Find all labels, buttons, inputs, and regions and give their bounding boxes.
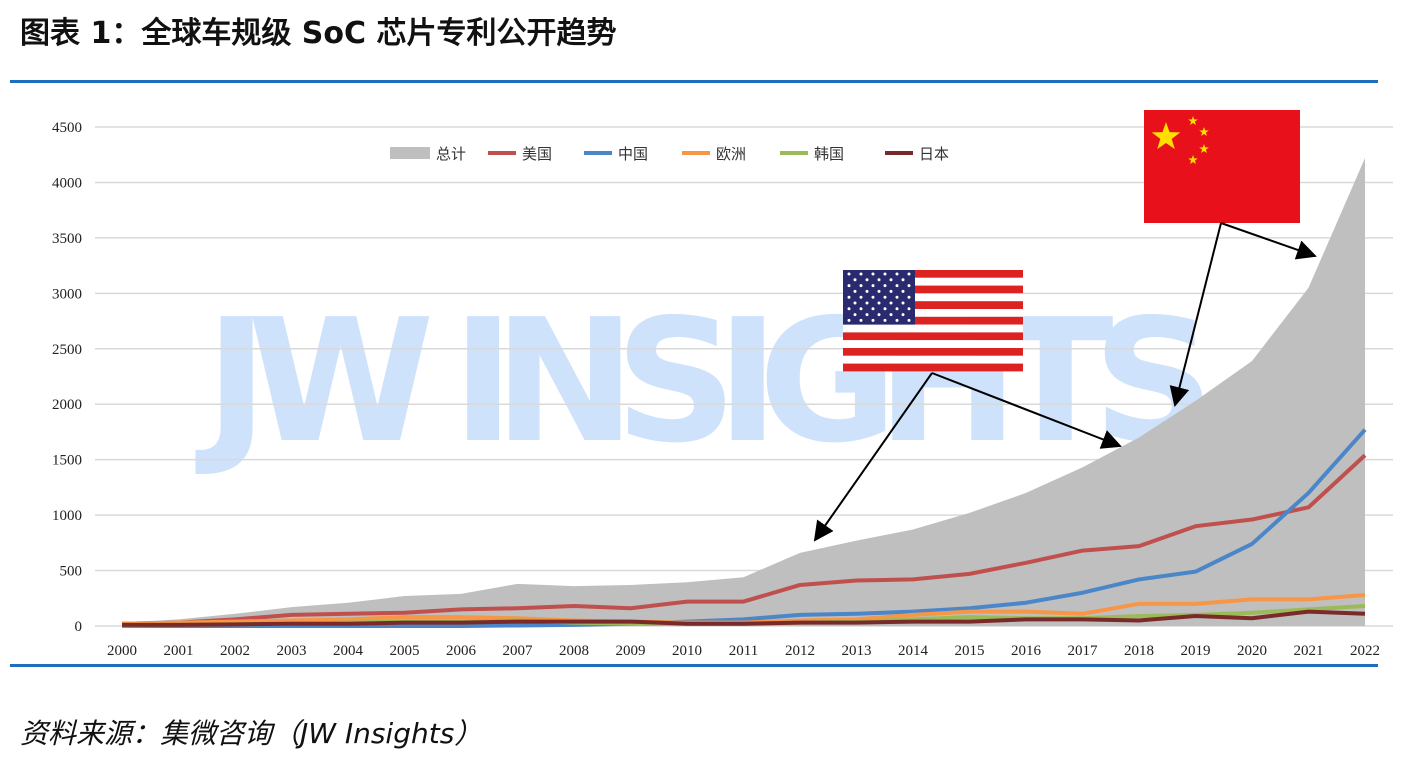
x-tick-label: 2009 [616, 643, 646, 659]
legend-label: 中国 [618, 145, 648, 163]
annotation-arrow [1220, 222, 1317, 260]
x-tick-label: 2001 [164, 643, 194, 659]
series-line-日本 [122, 609, 1366, 627]
watermark-text: JW INSIGHTS [195, 283, 1215, 481]
legend-label: 总计 [436, 145, 466, 163]
x-tick-label: 2014 [898, 643, 929, 659]
china-flag-icon [1144, 110, 1300, 223]
x-tick-label: 2006 [446, 643, 477, 659]
x-tick-label: 2004 [333, 643, 364, 659]
x-tick-label: 2021 [1294, 643, 1324, 659]
x-tick-label: 2019 [1181, 643, 1211, 659]
y-tick-label: 4500 [52, 120, 82, 136]
legend-label: 美国 [522, 145, 552, 163]
legend-label: 欧洲 [716, 145, 746, 163]
x-tick-label: 2015 [955, 643, 985, 659]
y-tick-label: 3500 [52, 231, 82, 247]
x-tick-label: 2002 [220, 643, 250, 659]
x-tick-label: 2003 [277, 643, 307, 659]
legend-swatch [390, 147, 430, 159]
annotation-arrow [1169, 222, 1222, 407]
y-tick-label: 500 [60, 564, 83, 580]
series-line-中国 [122, 428, 1367, 628]
x-tick-label: 2018 [1124, 643, 1154, 659]
x-tick-label: 2008 [559, 643, 589, 659]
legend-label: 韩国 [814, 145, 844, 163]
x-tick-label: 2012 [785, 643, 815, 659]
x-tick-label: 2000 [107, 643, 137, 659]
x-tick-label: 2013 [842, 643, 872, 659]
x-tick-label: 2020 [1237, 643, 1267, 659]
y-tick-label: 4000 [52, 175, 82, 191]
watermark: JW INSIGHTS [195, 283, 1215, 481]
y-tick-label: 3000 [52, 286, 82, 302]
x-tick-label: 2005 [390, 643, 420, 659]
y-tick-label: 1000 [52, 508, 82, 524]
bottom-divider [10, 664, 1378, 667]
source-note: 资料来源：集微咨询（JW Insights） [20, 717, 483, 750]
series-line-美国 [121, 453, 1367, 626]
series-area-total [122, 158, 1365, 626]
x-tick-label: 2011 [729, 643, 758, 659]
us-flag-icon [843, 270, 1023, 372]
top-divider [10, 80, 1378, 83]
y-tick-label: 1500 [52, 453, 82, 469]
x-tick-label: 2017 [1068, 643, 1099, 659]
x-tick-label: 2010 [672, 643, 702, 659]
y-tick-label: 2500 [52, 342, 82, 358]
x-tick-label: 2016 [1011, 643, 1042, 659]
y-tick-label: 2000 [52, 397, 82, 413]
annotation-arrow [931, 372, 1122, 449]
legend-label: 日本 [919, 145, 949, 163]
page-title: 图表 1：全球车规级 SoC 芯片专利公开趋势 [20, 16, 617, 51]
annotation-arrow [813, 372, 933, 542]
x-tick-label: 2007 [503, 643, 534, 659]
x-tick-label: 2022 [1350, 643, 1380, 659]
y-tick-label: 0 [75, 619, 83, 635]
